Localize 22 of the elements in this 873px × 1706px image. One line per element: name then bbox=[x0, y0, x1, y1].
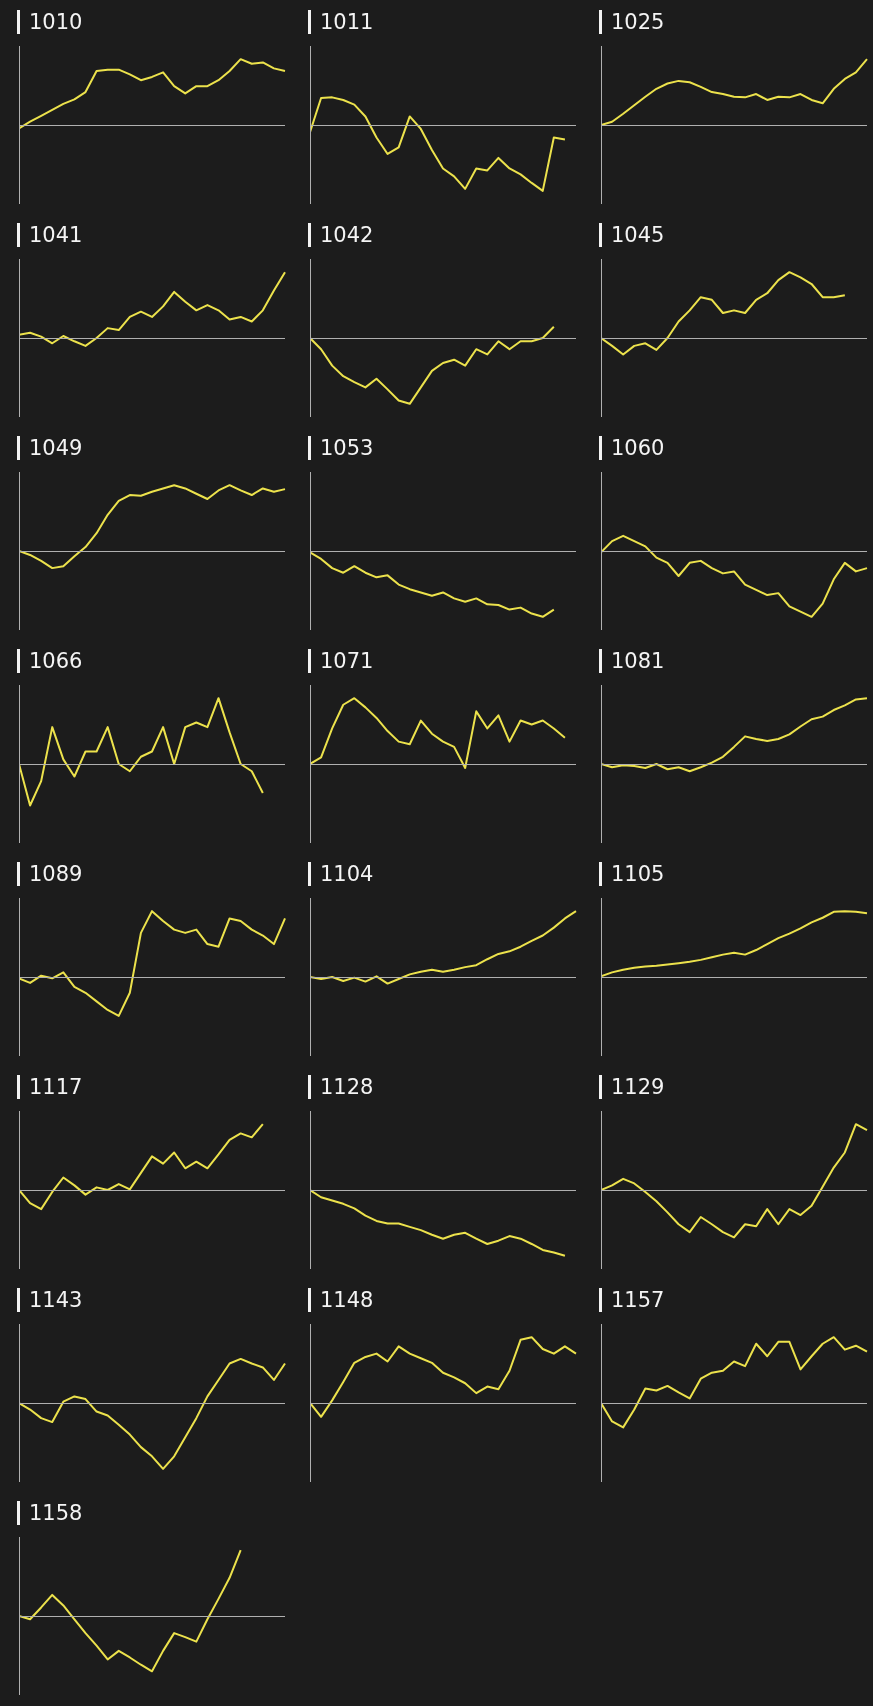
chart-title: 1049 bbox=[29, 436, 83, 460]
chart-title: 1025 bbox=[611, 10, 665, 34]
chart-title: 1129 bbox=[611, 1075, 665, 1099]
chart-title: 1010 bbox=[29, 10, 83, 34]
chart-title: 1158 bbox=[29, 1501, 83, 1525]
chart-title: 1060 bbox=[611, 436, 665, 460]
chart-title: 1143 bbox=[29, 1288, 83, 1312]
chart-title: 1105 bbox=[611, 862, 665, 886]
chart-title: 1041 bbox=[29, 223, 83, 247]
chart-title: 1081 bbox=[611, 649, 665, 673]
chart-title: 1042 bbox=[320, 223, 374, 247]
chart-title: 1071 bbox=[320, 649, 374, 673]
chart-title: 1053 bbox=[320, 436, 374, 460]
chart-title: 1066 bbox=[29, 649, 83, 673]
chart-title: 1089 bbox=[29, 862, 83, 886]
chart-title: 1045 bbox=[611, 223, 665, 247]
chart-title: 1148 bbox=[320, 1288, 374, 1312]
chart-title: 1128 bbox=[320, 1075, 374, 1099]
chart-title: 1157 bbox=[611, 1288, 665, 1312]
chart-title: 1011 bbox=[320, 10, 374, 34]
chart-title: 1117 bbox=[29, 1075, 83, 1099]
chart-title: 1104 bbox=[320, 862, 374, 886]
